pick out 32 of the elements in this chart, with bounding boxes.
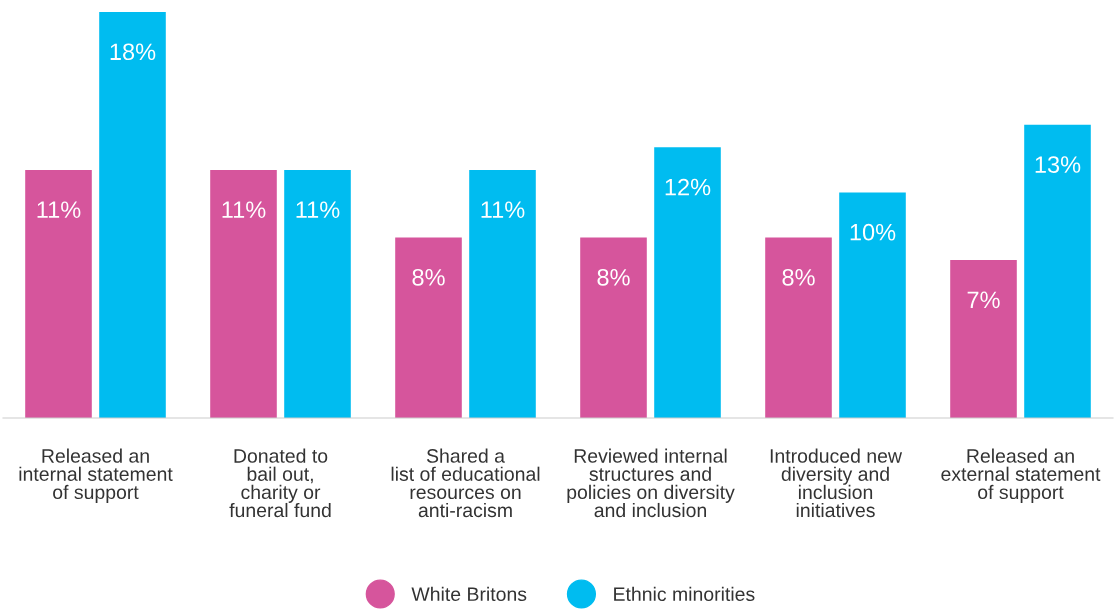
data-label: 11% <box>37 201 81 218</box>
data-label: 7% <box>967 291 1000 309</box>
bar <box>25 169 92 418</box>
data-label: 10% <box>850 223 896 241</box>
data-label: 8% <box>412 268 445 286</box>
bar <box>1024 124 1091 418</box>
x-tick-label: Shared a list of educational resources on anti-racism <box>391 448 540 518</box>
bar <box>99 12 166 418</box>
bar <box>765 237 832 418</box>
x-tick-label: Reviewed internal structures and policies on diversity and inclusion <box>567 448 735 518</box>
data-label: 11% <box>481 201 525 218</box>
legend-label: White Britons <box>411 586 527 602</box>
data-label: 13% <box>1035 156 1081 173</box>
bar <box>580 237 647 418</box>
bar <box>839 192 906 418</box>
legend-label: Ethnic minorities <box>614 586 755 602</box>
data-label: 12% <box>665 178 711 196</box>
x-tick-label: Introduced new diversity and inclusion initiatives <box>770 448 903 518</box>
bar <box>469 169 536 418</box>
x-tick-label: Released an internal statement of support <box>19 448 173 503</box>
data-label: 8% <box>597 268 630 286</box>
data-label: 11% <box>222 201 266 218</box>
bar <box>284 169 351 418</box>
x-tick-label: Donated to bail out, charity or funeral fund <box>229 448 331 518</box>
bar <box>654 147 721 418</box>
bar <box>210 169 277 418</box>
bar <box>395 237 462 418</box>
data-label: 18% <box>110 43 156 61</box>
data-label: 11% <box>296 201 340 218</box>
data-label: 8% <box>782 268 815 286</box>
bar <box>950 260 1017 418</box>
x-tick-label: Released an external statement of support <box>941 448 1101 503</box>
